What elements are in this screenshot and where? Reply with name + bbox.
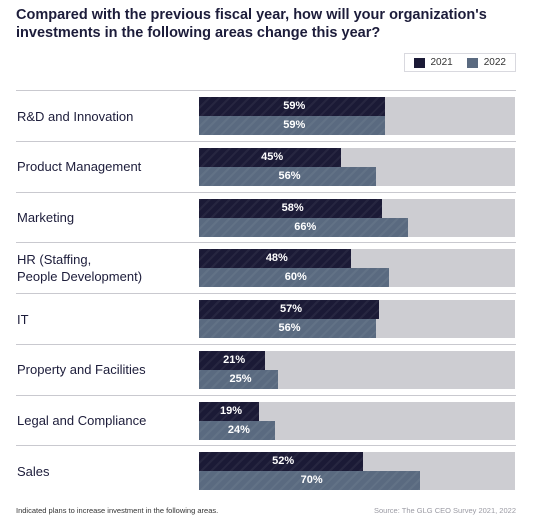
category-label-text: R&D and Innovation: [17, 108, 133, 125]
bar-track-2021: 19%: [199, 401, 515, 421]
bar-track-2021: 48%: [199, 249, 515, 269]
category-label: HR (Staffing, People Development): [17, 243, 197, 293]
bar-track-2022: 59%: [199, 116, 515, 135]
category-row: HR (Staffing, People Development) 48% 60%: [16, 242, 516, 293]
bar-track-2021: 57%: [199, 300, 515, 319]
category-row: Product Management 45% 56%: [16, 140, 516, 192]
bar-track-2021: 59%: [199, 97, 515, 116]
bar-2021: [199, 452, 364, 472]
bar-2022: [199, 471, 421, 491]
legend-label-2021: 2021: [430, 57, 453, 68]
category-label-line: Marketing: [17, 210, 75, 225]
source-note: Source: The GLG CEO Survey 2021, 2022: [373, 506, 516, 515]
legend-item-2022: 2022: [466, 57, 506, 68]
data-label-2021: 57%: [280, 303, 303, 315]
category-label: IT: [17, 294, 197, 344]
bar-2022: [199, 166, 376, 186]
bar-track-2022: 25%: [199, 369, 515, 389]
category-label-line: HR (Staffing,: [17, 252, 92, 268]
bar-2021: [199, 249, 351, 269]
data-label-2022: 59%: [283, 119, 306, 131]
category-label-line: IT: [17, 311, 29, 327]
bar-2021: [199, 147, 342, 167]
category-label-text: Property and Facilities: [17, 361, 146, 378]
category-label: Legal and Compliance: [17, 396, 197, 446]
data-label-2021: 59%: [283, 100, 306, 112]
data-label-2022: 56%: [278, 322, 301, 334]
legend-item-2021: 2021: [413, 57, 453, 68]
category-label-line: Product Management: [17, 159, 142, 175]
bar-track-2022: 56%: [199, 166, 515, 186]
bar-2022: [199, 369, 278, 389]
category-label-line: Sales: [17, 463, 50, 479]
category-label: Product Management: [17, 142, 197, 192]
category-label-text: Marketing: [17, 209, 74, 226]
data-label-2021: 58%: [281, 201, 304, 214]
bar-track-2022: 60%: [199, 268, 515, 288]
category-label: Marketing: [17, 193, 197, 243]
category-label-text: Product Management: [17, 158, 141, 175]
bar-track-2022: 70%: [199, 471, 515, 491]
bar-chart: R&D and Innovation 59% 59% Product Manageme…: [16, 90, 516, 496]
bar-2022: [199, 319, 376, 338]
bar-track-2022: 66%: [199, 217, 515, 237]
bar-2021: [199, 198, 383, 218]
category-row: Legal and Compliance 19% 24%: [16, 394, 516, 446]
category-label-line: Legal and Compliance: [17, 413, 147, 428]
category-label-text: IT: [17, 311, 29, 328]
legend-label-2022: 2022: [483, 57, 506, 68]
category-row: Property and Facilities 21% 25%: [16, 343, 516, 395]
category-label: Sales: [17, 446, 197, 496]
category-row: R&D and Innovation 59% 59%: [16, 90, 516, 141]
data-label-2021: 45%: [261, 150, 284, 163]
bar-2022: [199, 420, 275, 440]
category-label-line: People Development): [17, 269, 143, 285]
data-label-2021: 19%: [220, 404, 243, 417]
bar-track-2021: 58%: [199, 198, 515, 218]
category-label-text: HR (Staffing, People Development): [17, 251, 142, 285]
bar-2022: [199, 116, 386, 135]
chart-title: Compared with the previous fiscal year, …: [16, 7, 487, 41]
data-label-2021: 52%: [272, 455, 295, 468]
bar-track-2022: 24%: [199, 420, 515, 440]
category-label: R&D and Innovation: [17, 91, 197, 141]
category-label-text: Sales: [17, 463, 50, 480]
bar-2021: [199, 401, 260, 421]
data-label-2021: 48%: [265, 252, 288, 265]
bar-track-2021: 52%: [199, 452, 515, 472]
category-label-line: R&D and Innovation: [17, 108, 134, 124]
data-label-2022: 25%: [229, 372, 252, 385]
data-label-2022: 24%: [227, 423, 250, 436]
legend-swatch-2022: [466, 57, 478, 68]
category-label-text: Legal and Compliance: [17, 412, 146, 429]
bar-2021: [199, 300, 380, 319]
data-label-2022: 56%: [278, 169, 301, 182]
data-label-2022: 66%: [294, 220, 317, 233]
bar-2022: [199, 217, 408, 237]
data-label-2022: 70%: [300, 474, 323, 487]
category-row: Sales 52% 70%: [16, 445, 516, 496]
data-label-2022: 60%: [284, 271, 307, 284]
footnote: Indicated plans to increase investment i…: [16, 506, 219, 515]
bar-track-2022: 56%: [199, 319, 515, 338]
category-row: IT 57% 56%: [16, 293, 516, 344]
legend: 2021 2022: [403, 53, 516, 72]
bar-track-2021: 21%: [199, 350, 515, 370]
category-row: Marketing 58% 66%: [16, 191, 516, 243]
bar-2021: [199, 350, 266, 370]
category-label-line: Property and Facilities: [17, 362, 146, 378]
category-label: Property and Facilities: [17, 345, 197, 395]
bar-2022: [199, 268, 389, 288]
bar-2021: [199, 97, 386, 116]
legend-swatch-2021: [413, 57, 425, 68]
data-label-2021: 21%: [223, 353, 246, 366]
bar-track-2021: 45%: [199, 147, 515, 167]
